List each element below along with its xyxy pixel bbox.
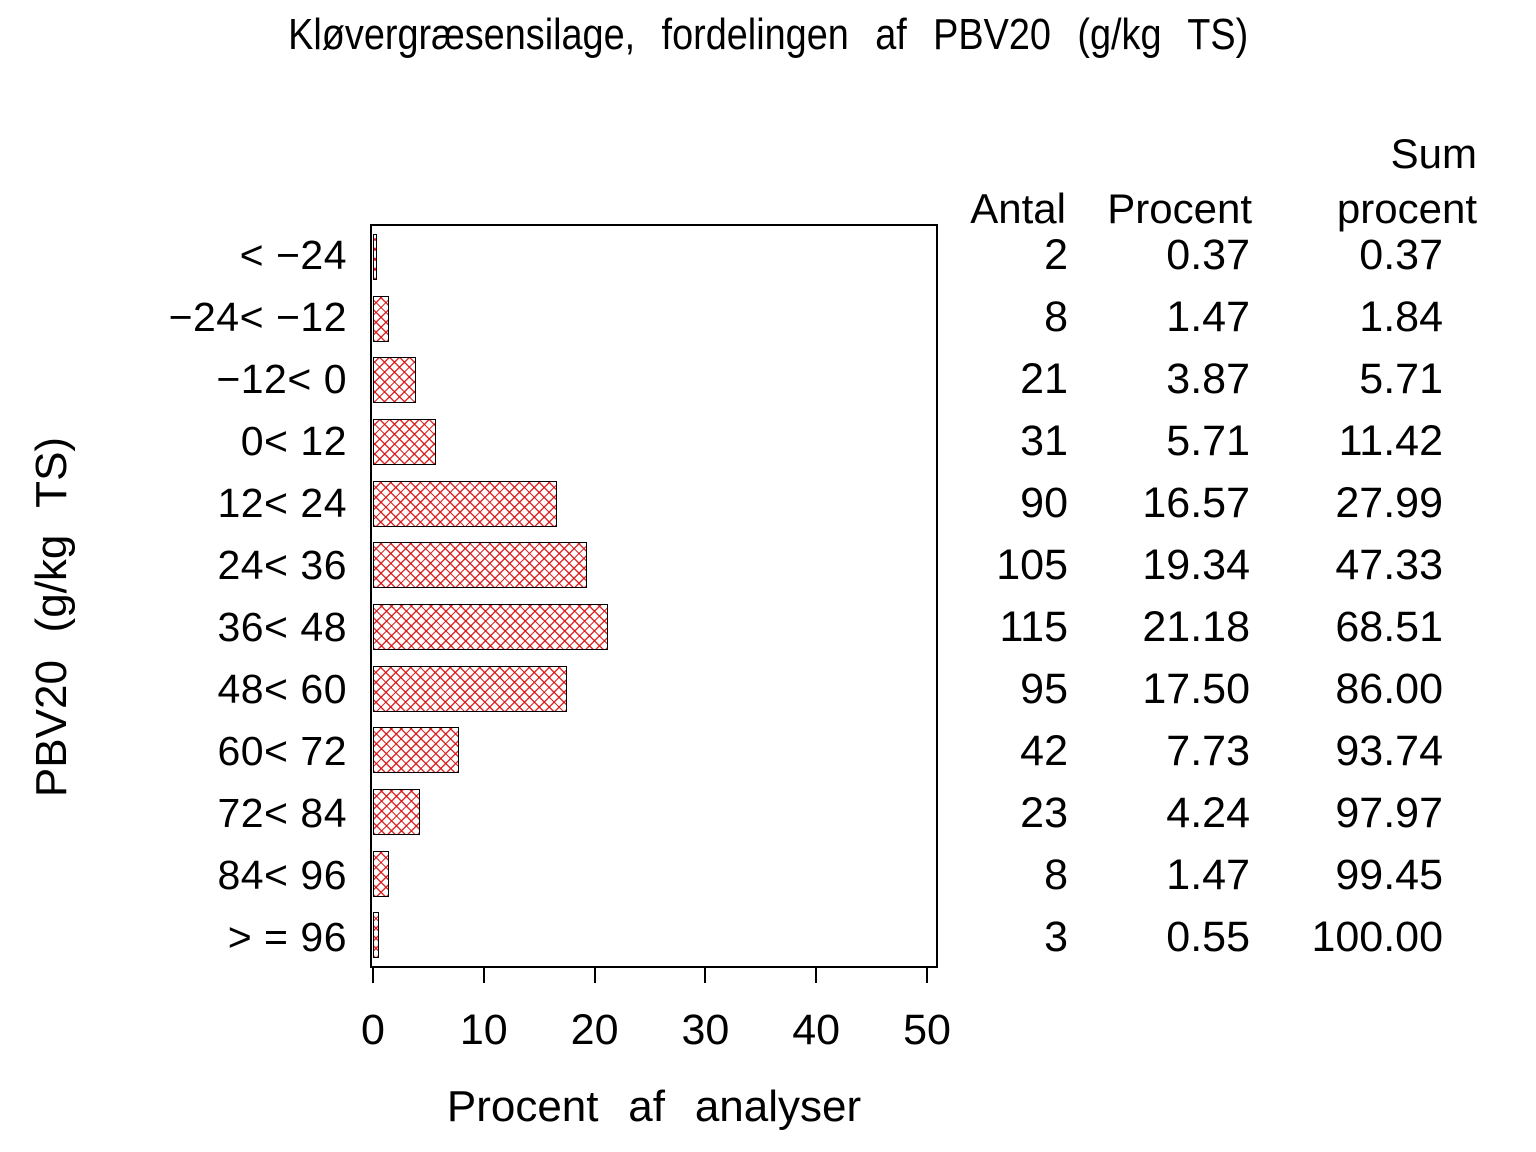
x-tick — [704, 968, 707, 983]
table-cell-procent: 0.55 — [1166, 912, 1250, 961]
x-tick — [482, 968, 485, 983]
table-cell-sum: 100.00 — [1311, 912, 1443, 961]
table-cell-antal: 8 — [1044, 292, 1068, 341]
table-cell-procent: 3.87 — [1166, 354, 1250, 403]
bar — [373, 850, 390, 897]
x-tick — [926, 968, 928, 983]
category-label: 84< 96 — [217, 851, 347, 898]
category-label: −12< 0 — [216, 355, 347, 402]
category-label: 0< 12 — [240, 417, 347, 464]
x-tick-label: 10 — [459, 1006, 508, 1054]
table-cell-procent: 19.34 — [1142, 540, 1250, 589]
x-axis: 0 10 20 30 40 50 — [361, 968, 951, 1058]
x-tick-label: 40 — [792, 1006, 841, 1054]
x-tick — [372, 968, 374, 983]
category-label: < −24 — [239, 231, 347, 278]
table-cell-antal: 115 — [999, 602, 1068, 651]
table-cell-sum: 5.71 — [1359, 354, 1443, 403]
table-cell-sum: 99.45 — [1335, 850, 1443, 899]
bar — [373, 912, 380, 959]
table-column-procent: 0.37 1.47 3.87 5.71 16.57 19.34 21.18 17.50 7.73… — [1050, 224, 1250, 968]
table-header-sum-line1: Sum — [1390, 130, 1477, 177]
table-cell-antal: 42 — [1020, 726, 1068, 775]
table-column-sum-procent: 0.37 1.84 5.71 11.42 27.99 47.33 68.51 86.00 93.… — [1243, 224, 1443, 968]
table-header-sum-line2: procent — [1336, 185, 1477, 232]
bar — [373, 357, 416, 404]
table-cell-antal: 31 — [1020, 416, 1068, 465]
table-cell-sum: 86.00 — [1335, 664, 1443, 713]
table-header-sum-procent: Sum procent — [1277, 126, 1477, 236]
table-header-procent: Procent — [1107, 185, 1252, 232]
category-label: 12< 24 — [217, 479, 347, 526]
x-tick-label: 50 — [903, 1006, 951, 1054]
bar — [373, 788, 420, 835]
category-label: 60< 72 — [217, 727, 347, 774]
table-cell-antal: 2 — [1044, 230, 1068, 279]
category-label: 48< 60 — [217, 665, 347, 712]
bar — [373, 418, 437, 465]
x-tick-label: 20 — [570, 1006, 619, 1054]
bar — [373, 233, 378, 280]
table-cell-sum: 0.37 — [1359, 230, 1443, 279]
table-cell-sum: 97.97 — [1335, 788, 1443, 837]
table-cell-procent: 16.57 — [1142, 478, 1250, 527]
table-cell-sum: 47.33 — [1335, 540, 1443, 589]
table-cell-sum: 93.74 — [1335, 726, 1443, 775]
table-header-antal: Antal — [970, 185, 1066, 232]
bar — [373, 727, 459, 774]
x-tick — [593, 968, 596, 983]
table-cell-procent: 21.18 — [1142, 602, 1250, 651]
table-cell-procent: 1.47 — [1166, 850, 1250, 899]
table-cell-procent: 5.71 — [1166, 416, 1250, 465]
bar — [373, 480, 557, 527]
bar — [373, 542, 588, 589]
category-label: 72< 84 — [217, 789, 347, 836]
bar — [373, 665, 567, 712]
table-cell-sum: 11.42 — [1338, 416, 1443, 465]
table-cell-antal: 23 — [1020, 788, 1068, 837]
table-cell-sum: 1.84 — [1359, 292, 1443, 341]
table-cell-procent: 0.37 — [1166, 230, 1250, 279]
table-cell-antal: 3 — [1044, 912, 1068, 961]
category-labels: < −24 −24< −12 −12< 0 0< 12 12< 24 24< 36 36< … — [0, 224, 347, 968]
table-cell-antal: 95 — [1020, 664, 1068, 713]
table-cell-antal: 105 — [996, 540, 1068, 589]
table-column-antal: 2 8 21 31 90 105 115 95 42 23 8 3 — [868, 224, 1068, 968]
table-cell-procent: 17.50 — [1142, 664, 1250, 713]
x-tick-label: 30 — [681, 1006, 730, 1054]
plot-area — [370, 224, 938, 968]
x-tick-label: 0 — [361, 1006, 385, 1054]
category-label: 36< 48 — [217, 603, 347, 650]
table-cell-sum: 27.99 — [1335, 478, 1443, 527]
table-cell-antal: 21 — [1020, 354, 1068, 403]
category-label: > = 96 — [227, 913, 347, 960]
x-tick — [815, 968, 818, 983]
table-cell-procent: 1.47 — [1166, 292, 1250, 341]
chart-title: Kløvergræsensilage, fordelingen af PBV20… — [0, 10, 1536, 60]
x-axis-title: Procent af analyser — [446, 1082, 862, 1131]
table-cell-antal: 8 — [1044, 850, 1068, 899]
bar — [373, 603, 608, 650]
bar — [373, 295, 390, 342]
category-label: 24< 36 — [217, 541, 347, 588]
category-label: −24< −12 — [168, 293, 347, 340]
table-cell-procent: 7.73 — [1166, 726, 1250, 775]
table-cell-antal: 90 — [1020, 478, 1068, 527]
table-cell-sum: 68.51 — [1335, 602, 1443, 651]
table-cell-procent: 4.24 — [1166, 788, 1250, 837]
chart-title-text: Kløvergræsensilage, fordelingen af PBV20… — [287, 10, 1249, 59]
